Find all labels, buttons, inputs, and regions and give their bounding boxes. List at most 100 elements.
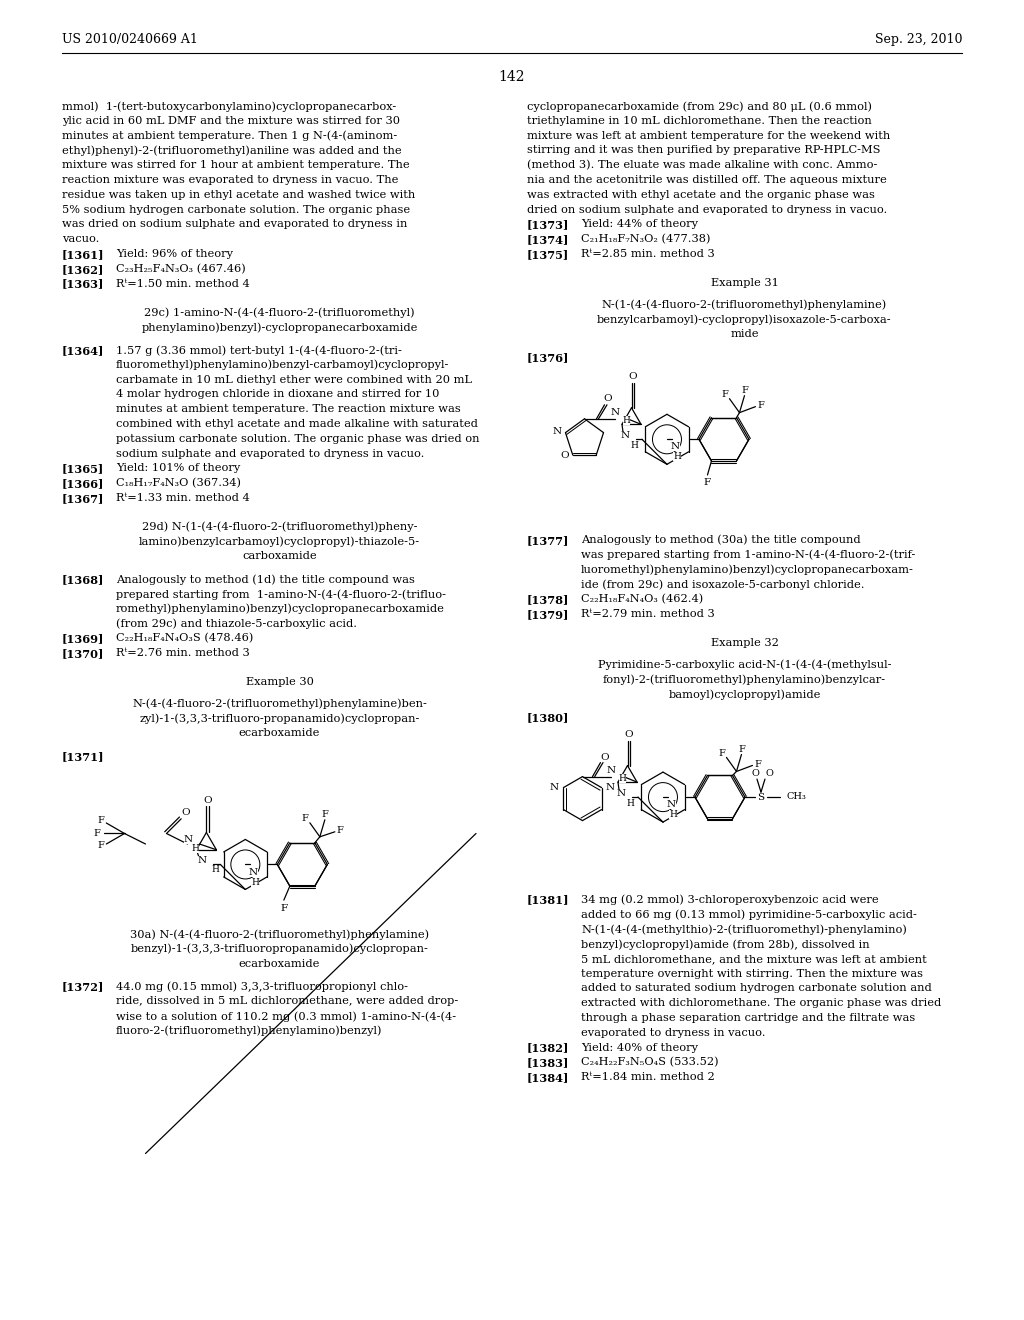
Text: ride, dissolved in 5 mL dichloromethane, were added drop-: ride, dissolved in 5 mL dichloromethane,…: [116, 997, 459, 1006]
Text: [1379]: [1379]: [527, 609, 569, 620]
Text: was extracted with ethyl acetate and the organic phase was: was extracted with ethyl acetate and the…: [527, 190, 874, 199]
Text: mixture was left at ambient temperature for the weekend with: mixture was left at ambient temperature …: [527, 131, 890, 141]
Text: N: N: [184, 836, 194, 845]
Text: extracted with dichloromethane. The organic phase was dried: extracted with dichloromethane. The orga…: [581, 998, 941, 1008]
Text: C₂₂H₁₈F₄N₄O₃S (478.46): C₂₂H₁₈F₄N₄O₃S (478.46): [116, 634, 253, 644]
Text: Rᵗ=2.76 min. method 3: Rᵗ=2.76 min. method 3: [116, 648, 250, 659]
Text: (from 29c) and thiazole-5-carboxylic acid.: (from 29c) and thiazole-5-carboxylic aci…: [116, 619, 357, 630]
Text: N: N: [607, 766, 616, 775]
Text: Analogously to method (30a) the title compound: Analogously to method (30a) the title co…: [581, 535, 860, 545]
Text: minutes at ambient temperature. The reaction mixture was: minutes at ambient temperature. The reac…: [116, 404, 461, 414]
Text: F: F: [281, 904, 288, 912]
Text: fluoro-2-(trifluoromethyl)phenylamino)benzyl): fluoro-2-(trifluoromethyl)phenylamino)be…: [116, 1026, 383, 1036]
Text: Rᵗ=1.84 min. method 2: Rᵗ=1.84 min. method 2: [581, 1072, 715, 1082]
Text: N-(1-(4-(4-(methylthio)-2-(trifluoromethyl)-phenylamino): N-(1-(4-(4-(methylthio)-2-(trifluorometh…: [581, 924, 907, 935]
Text: temperature overnight with stirring. Then the mixture was: temperature overnight with stirring. The…: [581, 969, 923, 978]
Text: H: H: [618, 774, 627, 783]
Text: N-(1-(4-(4-fluoro-2-(trifluoromethyl)phenylamine): N-(1-(4-(4-fluoro-2-(trifluoromethyl)phe…: [602, 300, 887, 310]
Text: 44.0 mg (0.15 mmol) 3,3,3-trifluoropropionyl chlo-: 44.0 mg (0.15 mmol) 3,3,3-trifluoropropi…: [116, 981, 408, 991]
Text: reaction mixture was evaporated to dryness in vacuo. The: reaction mixture was evaporated to dryne…: [62, 176, 398, 185]
Text: potassium carbonate solution. The organic phase was dried on: potassium carbonate solution. The organi…: [116, 434, 479, 444]
Text: Rᵗ=1.33 min. method 4: Rᵗ=1.33 min. method 4: [116, 492, 250, 503]
Text: Pyrimidine-5-carboxylic acid-N-(1-(4-(4-(methylsul-: Pyrimidine-5-carboxylic acid-N-(1-(4-(4-…: [598, 660, 891, 671]
Text: O: O: [765, 768, 773, 777]
Text: F: F: [757, 401, 764, 411]
Text: [1383]: [1383]: [527, 1057, 569, 1068]
Text: 34 mg (0.2 mmol) 3-chloroperoxybenzoic acid were: 34 mg (0.2 mmol) 3-chloroperoxybenzoic a…: [581, 895, 879, 906]
Text: H: H: [626, 799, 634, 808]
Text: N: N: [550, 783, 559, 792]
Text: was prepared starting from 1-amino-N-(4-(4-fluoro-2-(trif-: was prepared starting from 1-amino-N-(4-…: [581, 549, 915, 560]
Text: phenylamino)benzyl)-cyclopropanecarboxamide: phenylamino)benzyl)-cyclopropanecarboxam…: [141, 322, 418, 333]
Text: benzyl)-1-(3,3,3-trifluoropropanamido)cyclopropan-: benzyl)-1-(3,3,3-trifluoropropanamido)cy…: [131, 944, 428, 954]
Text: 30a) N-(4-(4-fluoro-2-(trifluoromethyl)phenylamine): 30a) N-(4-(4-fluoro-2-(trifluoromethyl)p…: [130, 929, 429, 940]
Text: minutes at ambient temperature. Then 1 g N-(4-(aminom-: minutes at ambient temperature. Then 1 g…: [62, 131, 397, 141]
Text: ylic acid in 60 mL DMF and the mixture was stirred for 30: ylic acid in 60 mL DMF and the mixture w…: [62, 116, 400, 125]
Text: [1380]: [1380]: [527, 711, 569, 723]
Text: H: H: [211, 865, 219, 874]
Text: cyclopropanecarboxamide (from 29c) and 80 μL (0.6 mmol): cyclopropanecarboxamide (from 29c) and 8…: [527, 102, 872, 112]
Text: luoromethyl)phenylamino)benzyl)cyclopropanecarboxam-: luoromethyl)phenylamino)benzyl)cycloprop…: [581, 565, 913, 576]
Text: 29d) N-(1-(4-(4-fluoro-2-(trifluoromethyl)pheny-: 29d) N-(1-(4-(4-fluoro-2-(trifluoromethy…: [141, 521, 417, 532]
Text: fluoromethyl)phenylamino)benzyl-carbamoyl)cyclopropyl-: fluoromethyl)phenylamino)benzyl-carbamoy…: [116, 360, 450, 371]
Text: was dried on sodium sulphate and evaporated to dryness in: was dried on sodium sulphate and evapora…: [62, 219, 408, 230]
Text: Yield: 96% of theory: Yield: 96% of theory: [116, 249, 233, 259]
Text: 5 mL dichloromethane, and the mixture was left at ambient: 5 mL dichloromethane, and the mixture wa…: [581, 954, 927, 964]
Text: F: F: [721, 391, 728, 399]
Text: [1373]: [1373]: [527, 219, 569, 231]
Text: stirring and it was then purified by preparative RP-HPLC-MS: stirring and it was then purified by pre…: [527, 145, 881, 156]
Text: H: H: [669, 809, 677, 818]
Text: Example 30: Example 30: [246, 677, 313, 686]
Text: prepared starting from  1-amino-N-(4-(4-fluoro-2-(trifluo-: prepared starting from 1-amino-N-(4-(4-f…: [116, 589, 446, 599]
Text: [1367]: [1367]: [62, 492, 104, 504]
Text: [1363]: [1363]: [62, 279, 104, 289]
Text: N: N: [553, 428, 562, 436]
Text: [1364]: [1364]: [62, 345, 104, 356]
Text: [1376]: [1376]: [527, 352, 569, 363]
Text: F: F: [98, 817, 104, 825]
Text: carbamate in 10 mL diethyl ether were combined with 20 mL: carbamate in 10 mL diethyl ether were co…: [116, 375, 472, 384]
Text: N: N: [606, 783, 615, 792]
Text: Rᵗ=1.50 min. method 4: Rᵗ=1.50 min. method 4: [116, 279, 250, 289]
Text: Example 31: Example 31: [711, 277, 778, 288]
Text: [1368]: [1368]: [62, 574, 104, 585]
Text: S: S: [758, 792, 765, 801]
Text: ecarboxamide: ecarboxamide: [239, 958, 321, 969]
Text: C₂₃H₂₅F₄N₃O₃ (467.46): C₂₃H₂₅F₄N₃O₃ (467.46): [116, 264, 246, 275]
Text: ethyl)phenyl)-2-(trifluoromethyl)aniline was added and the: ethyl)phenyl)-2-(trifluoromethyl)aniline…: [62, 145, 401, 156]
Text: [1381]: [1381]: [527, 895, 569, 906]
Text: N: N: [621, 430, 630, 440]
Text: zyl)-1-(3,3,3-trifluoro-propanamido)cyclopropan-: zyl)-1-(3,3,3-trifluoro-propanamido)cycl…: [139, 714, 420, 725]
Text: H: H: [191, 845, 200, 854]
Text: benzyl)cyclopropyl)amide (from 28b), dissolved in: benzyl)cyclopropyl)amide (from 28b), dis…: [581, 939, 869, 949]
Text: F: F: [738, 744, 744, 754]
Text: H: H: [630, 441, 638, 450]
Text: H: H: [673, 451, 681, 461]
Text: N: N: [667, 800, 676, 809]
Text: (method 3). The eluate was made alkaline with conc. Ammo-: (method 3). The eluate was made alkaline…: [527, 160, 878, 170]
Text: added to 66 mg (0.13 mmol) pyrimidine-5-carboxylic acid-: added to 66 mg (0.13 mmol) pyrimidine-5-…: [581, 909, 916, 920]
Text: 142: 142: [499, 70, 525, 84]
Text: [1362]: [1362]: [62, 264, 104, 275]
Text: benzylcarbamoyl)-cyclopropyl)isoxazole-5-carboxa-: benzylcarbamoyl)-cyclopropyl)isoxazole-5…: [597, 314, 892, 325]
Text: US 2010/0240669 A1: US 2010/0240669 A1: [62, 33, 198, 46]
Text: Rᵗ=2.85 min. method 3: Rᵗ=2.85 min. method 3: [581, 249, 715, 259]
Text: [1366]: [1366]: [62, 478, 104, 490]
Text: triethylamine in 10 mL dichloromethane. Then the reaction: triethylamine in 10 mL dichloromethane. …: [527, 116, 871, 125]
Text: C₂₁H₁₈F₇N₃O₂ (477.38): C₂₁H₁₈F₇N₃O₂ (477.38): [581, 234, 711, 244]
Text: nia and the acetonitrile was distilled off. The aqueous mixture: nia and the acetonitrile was distilled o…: [527, 176, 887, 185]
Text: 1.57 g (3.36 mmol) tert-butyl 1-(4-(4-fluoro-2-(tri-: 1.57 g (3.36 mmol) tert-butyl 1-(4-(4-fl…: [116, 345, 401, 355]
Text: carboxamide: carboxamide: [243, 552, 316, 561]
Text: [1361]: [1361]: [62, 249, 104, 260]
Text: O: O: [603, 395, 611, 404]
Text: mixture was stirred for 1 hour at ambient temperature. The: mixture was stirred for 1 hour at ambien…: [62, 160, 410, 170]
Text: F: F: [322, 810, 329, 820]
Text: O: O: [203, 796, 212, 805]
Text: [1378]: [1378]: [527, 594, 569, 605]
Text: Rᵗ=2.79 min. method 3: Rᵗ=2.79 min. method 3: [581, 609, 715, 619]
Text: vacuo.: vacuo.: [62, 234, 99, 244]
Text: Analogously to method (1d) the title compound was: Analogously to method (1d) the title com…: [116, 574, 415, 585]
Text: [1382]: [1382]: [527, 1043, 569, 1053]
Text: wise to a solution of 110.2 mg (0.3 mmol) 1-amino-N-(4-(4-: wise to a solution of 110.2 mg (0.3 mmol…: [116, 1011, 456, 1022]
Text: C₂₂H₁₈F₄N₄O₃ (462.4): C₂₂H₁₈F₄N₄O₃ (462.4): [581, 594, 703, 605]
